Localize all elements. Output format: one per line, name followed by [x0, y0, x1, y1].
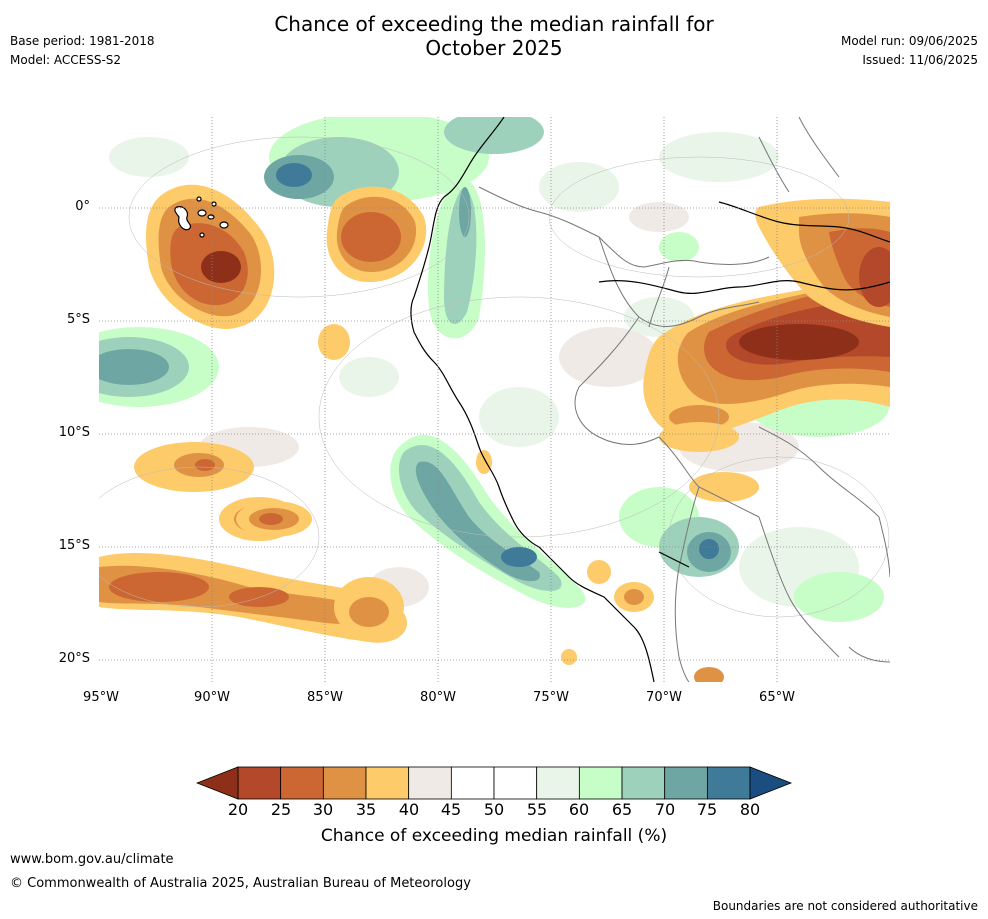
copyright-text: © Commonwealth of Australia 2025, Austra… [10, 876, 471, 891]
gridlines [99, 117, 890, 682]
colorbar-label: Chance of exceeding median rainfall (%) [320, 826, 668, 846]
lat-label-15s: 15°S [58, 538, 90, 553]
colorbar-tick-45: 45 [440, 800, 462, 819]
lat-label-10s: 10°S [58, 425, 90, 440]
issued-text: Issued: 11/06/2025 [862, 53, 978, 67]
colorbar-cell [237, 766, 282, 800]
colorbar-tick-35: 35 [355, 800, 377, 819]
lon-label-85w: 85°W [307, 690, 343, 705]
wet-anomaly-areas [99, 117, 889, 622]
colorbar-cell [280, 766, 324, 800]
lon-label-95w: 95°W [83, 690, 119, 705]
meta-left: Base period: 1981-2018 Model: ACCESS-S2 [10, 32, 155, 70]
colorbar-tick-65: 65 [611, 800, 633, 819]
colorbar-cell [408, 766, 452, 800]
contour-lines [99, 136, 890, 618]
lat-label-20s: 20°S [58, 651, 90, 666]
colorbar-low-extension [196, 766, 239, 800]
colorbar-cell [450, 766, 495, 800]
country-borders [478, 117, 890, 682]
colorbar-high-extension [749, 766, 793, 800]
colorbar-cell [536, 766, 580, 800]
base-period-text: Base period: 1981-2018 [10, 34, 155, 48]
website-link[interactable]: www.bom.gov.au/climate [10, 852, 174, 867]
colorbar-cell [621, 766, 666, 800]
map-title-line2: October 2025 [425, 36, 563, 60]
lat-label-5s: 5°S [66, 312, 90, 327]
colorbar-tick-60: 60 [568, 800, 590, 819]
meta-right: Model run: 09/06/2025 Issued: 11/06/2025 [841, 32, 978, 70]
colorbar-tick-20: 20 [227, 800, 249, 819]
colorbar-cell [578, 766, 623, 800]
colorbar-tick-70: 70 [654, 800, 676, 819]
rainfall-probability-map [99, 117, 890, 682]
lon-label-75w: 75°W [533, 690, 569, 705]
colorbar-tick-75: 75 [696, 800, 718, 819]
model-text: Model: ACCESS-S2 [10, 53, 122, 67]
disclaimer-text: Boundaries are not considered authoritat… [712, 899, 978, 913]
colorbar-tick-55: 55 [526, 800, 548, 819]
map-title-line1: Chance of exceeding the median rainfall … [274, 12, 714, 36]
colorbar-tick-50: 50 [483, 800, 505, 819]
colorbar-tick-30: 30 [312, 800, 334, 819]
lon-label-65w: 65°W [759, 690, 795, 705]
galapagos-islands [174, 196, 229, 238]
coastline [410, 117, 890, 682]
colorbar-tick-80: 80 [739, 800, 761, 819]
lon-label-70w: 70°W [646, 690, 682, 705]
dry-anomaly-areas [99, 184, 890, 682]
colorbar-tick-25: 25 [270, 800, 292, 819]
colorbar-cell [706, 766, 751, 800]
colorbar-cell [664, 766, 708, 800]
colorbar [196, 766, 793, 800]
colorbar-cell [493, 766, 538, 800]
lat-label-0: 0° [75, 199, 90, 214]
colorbar-tick-40: 40 [398, 800, 420, 819]
colorbar-cell [365, 766, 410, 800]
lon-label-90w: 90°W [194, 690, 230, 705]
map-title: Chance of exceeding the median rainfall … [0, 12, 988, 60]
colorbar-cell [322, 766, 367, 800]
lon-label-80w: 80°W [420, 690, 456, 705]
model-run-text: Model run: 09/06/2025 [840, 34, 978, 48]
